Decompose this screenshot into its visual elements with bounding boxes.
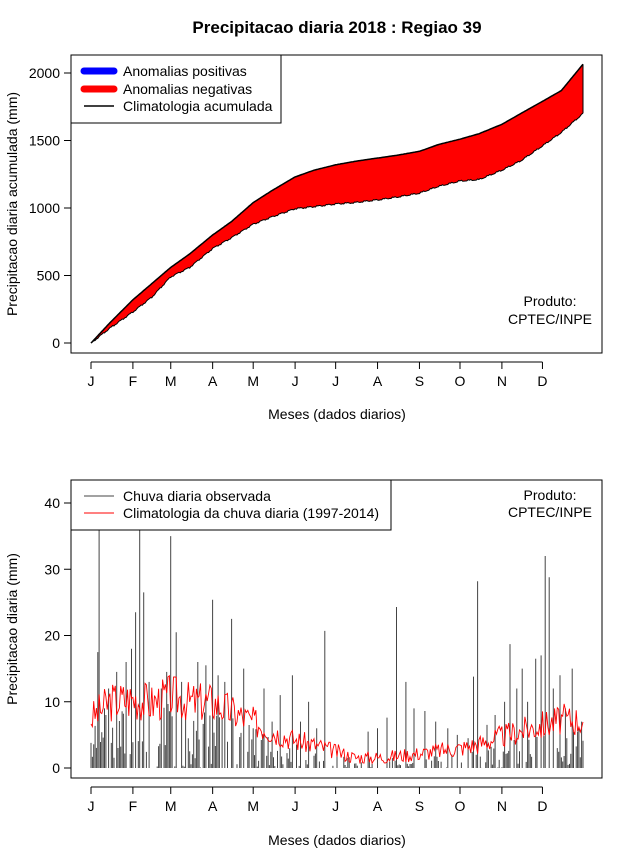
month-label: M bbox=[247, 798, 259, 814]
y-tick-label: 10 bbox=[44, 694, 60, 710]
cumulative-axes: 0 500 1000 1500 2000 J F M A M J J A S O N D bbox=[29, 65, 548, 389]
legend-box bbox=[70, 479, 392, 531]
climatology-cumulative-line bbox=[90, 63, 584, 344]
y-axis-label: Precipitacao diaria (mm) bbox=[4, 553, 20, 705]
legend-label-observed: Chuva diaria observada bbox=[123, 488, 271, 504]
y-tick-label: 20 bbox=[44, 628, 60, 644]
month-label: J bbox=[88, 373, 95, 389]
month-label: M bbox=[247, 373, 259, 389]
y-tick-label: 2000 bbox=[29, 65, 60, 81]
month-label: A bbox=[208, 373, 218, 389]
negative-anomaly-layer bbox=[90, 63, 584, 344]
cumulative-plot-frame bbox=[70, 54, 603, 354]
month-label: O bbox=[455, 798, 466, 814]
x-axis-label: Meses (dados diarios) bbox=[268, 406, 406, 422]
observed-rain-bars bbox=[90, 496, 584, 768]
daily-panel: 0 10 20 30 40 J F M A M J J A S O N D Chuva diaria obser… bbox=[4, 479, 603, 848]
daily-legend: Chuva diaria observada Climatologia da c… bbox=[70, 479, 392, 531]
month-label: J bbox=[292, 798, 299, 814]
month-label: D bbox=[537, 373, 547, 389]
month-label: N bbox=[497, 798, 507, 814]
legend-label-positive: Anomalias positivas bbox=[123, 63, 247, 79]
month-label: J bbox=[292, 373, 299, 389]
month-label: S bbox=[415, 373, 424, 389]
product-label: Produto: bbox=[524, 293, 577, 309]
y-tick-label: 1000 bbox=[29, 200, 60, 216]
y-tick-label: 500 bbox=[37, 268, 61, 284]
cumulative-legend: Anomalias positivas Anomalias negativas … bbox=[70, 54, 282, 124]
month-label: F bbox=[129, 798, 138, 814]
observed-cumulative-line bbox=[90, 112, 584, 344]
x-axis-label: Meses (dados diarios) bbox=[268, 832, 406, 848]
product-source: CPTEC/INPE bbox=[508, 311, 592, 327]
month-label: D bbox=[537, 798, 547, 814]
legend-box bbox=[70, 54, 282, 124]
month-label: A bbox=[373, 798, 383, 814]
y-tick-label: 30 bbox=[44, 561, 60, 577]
month-label: F bbox=[129, 373, 138, 389]
product-source: CPTEC/INPE bbox=[508, 504, 592, 520]
daily-climatology-line bbox=[90, 674, 584, 765]
month-label: J bbox=[88, 798, 95, 814]
month-label: M bbox=[165, 798, 177, 814]
y-tick-label: 1500 bbox=[29, 133, 60, 149]
month-label: S bbox=[415, 798, 424, 814]
y-tick-label: 0 bbox=[52, 760, 60, 776]
y-axis-label: Precipitacao diaria acumulada (mm) bbox=[4, 92, 20, 316]
month-label: O bbox=[455, 373, 466, 389]
y-tick-label: 0 bbox=[52, 335, 60, 351]
month-label: J bbox=[332, 373, 339, 389]
month-label: N bbox=[497, 373, 507, 389]
legend-label-climatology: Climatologia acumulada bbox=[123, 98, 273, 114]
month-label: A bbox=[208, 798, 218, 814]
month-label: A bbox=[373, 373, 383, 389]
cumulative-panel: 0 500 1000 1500 2000 J F M A M J J A S O N D Anomalias p… bbox=[4, 54, 603, 422]
month-label: J bbox=[332, 798, 339, 814]
legend-label-daily-climatology: Climatologia da chuva diaria (1997-2014) bbox=[123, 505, 379, 521]
legend-label-negative: Anomalias negativas bbox=[123, 81, 252, 97]
climatology-line-layer bbox=[90, 674, 584, 765]
product-label: Produto: bbox=[524, 487, 577, 503]
chart-title: Precipitacao diaria 2018 : Regiao 39 bbox=[192, 18, 481, 37]
y-tick-label: 40 bbox=[44, 495, 60, 511]
month-label: M bbox=[165, 373, 177, 389]
